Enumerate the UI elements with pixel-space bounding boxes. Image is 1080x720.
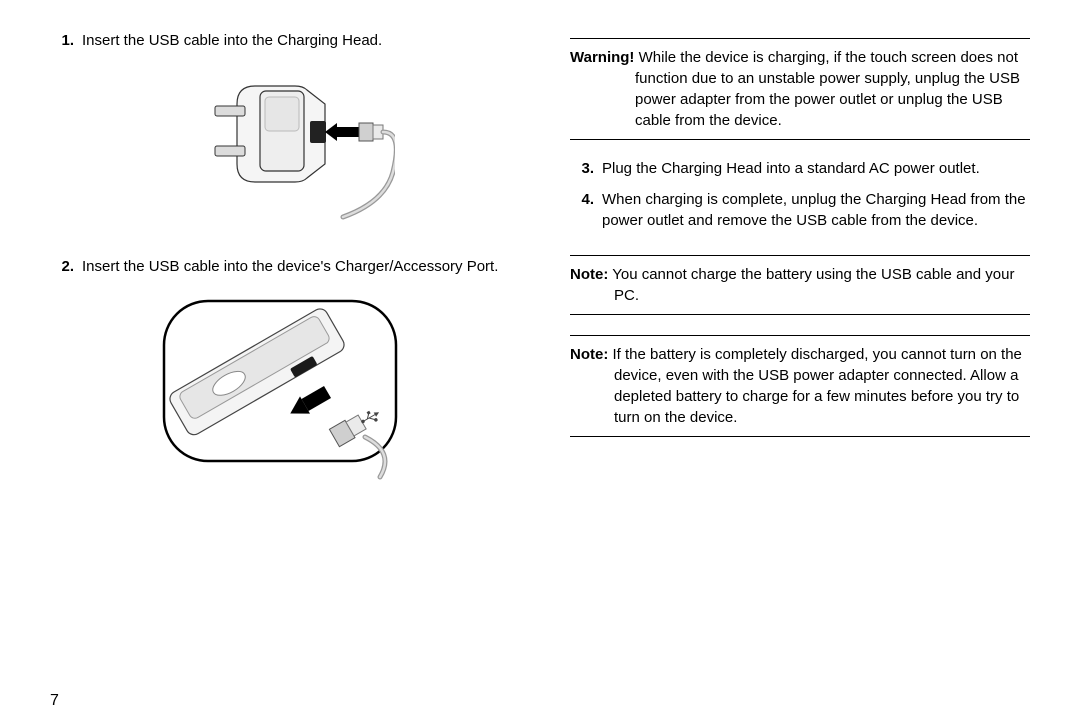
- step-number: 1.: [50, 30, 82, 51]
- step-row: 4. When charging is complete, unplug the…: [570, 189, 1030, 231]
- illustration-charging-head: [50, 61, 510, 236]
- step-number: 2.: [50, 256, 82, 277]
- warning-text: While the device is charging, if the tou…: [634, 49, 1020, 129]
- step-number: 3.: [570, 158, 602, 179]
- step-row: 3. Plug the Charging Head into a standar…: [570, 158, 1030, 179]
- note-block: Note: If the battery is completely disch…: [570, 344, 1030, 428]
- divider: [570, 436, 1030, 437]
- note-text: If the battery is completely discharged,…: [608, 346, 1022, 426]
- right-column: Warning! While the device is charging, i…: [540, 30, 1050, 700]
- note-lead: Note:: [570, 266, 608, 283]
- step-text: Insert the USB cable into the Charging H…: [82, 30, 510, 51]
- note-block: Note: You cannot charge the battery usin…: [570, 264, 1030, 306]
- divider: [570, 335, 1030, 336]
- warning-block: Warning! While the device is charging, i…: [570, 47, 1030, 131]
- divider: [570, 38, 1030, 39]
- step-text: When charging is complete, unplug the Ch…: [602, 189, 1030, 231]
- step-text: Plug the Charging Head into a standard A…: [602, 158, 1030, 179]
- divider: [570, 255, 1030, 256]
- step-text: Insert the USB cable into the device's C…: [82, 256, 510, 277]
- manual-page: 1. Insert the USB cable into the Chargin…: [0, 0, 1080, 720]
- divider: [570, 314, 1030, 315]
- divider: [570, 139, 1030, 140]
- page-number: 7: [50, 692, 59, 710]
- note-text: You cannot charge the battery using the …: [608, 266, 1014, 304]
- note-lead: Note:: [570, 346, 608, 363]
- step-number: 4.: [570, 189, 602, 231]
- step-row: 2. Insert the USB cable into the device'…: [50, 256, 510, 277]
- left-column: 1. Insert the USB cable into the Chargin…: [30, 30, 540, 700]
- step-row: 1. Insert the USB cable into the Chargin…: [50, 30, 510, 51]
- warning-lead: Warning!: [570, 49, 634, 66]
- illustration-device-port: [50, 287, 510, 492]
